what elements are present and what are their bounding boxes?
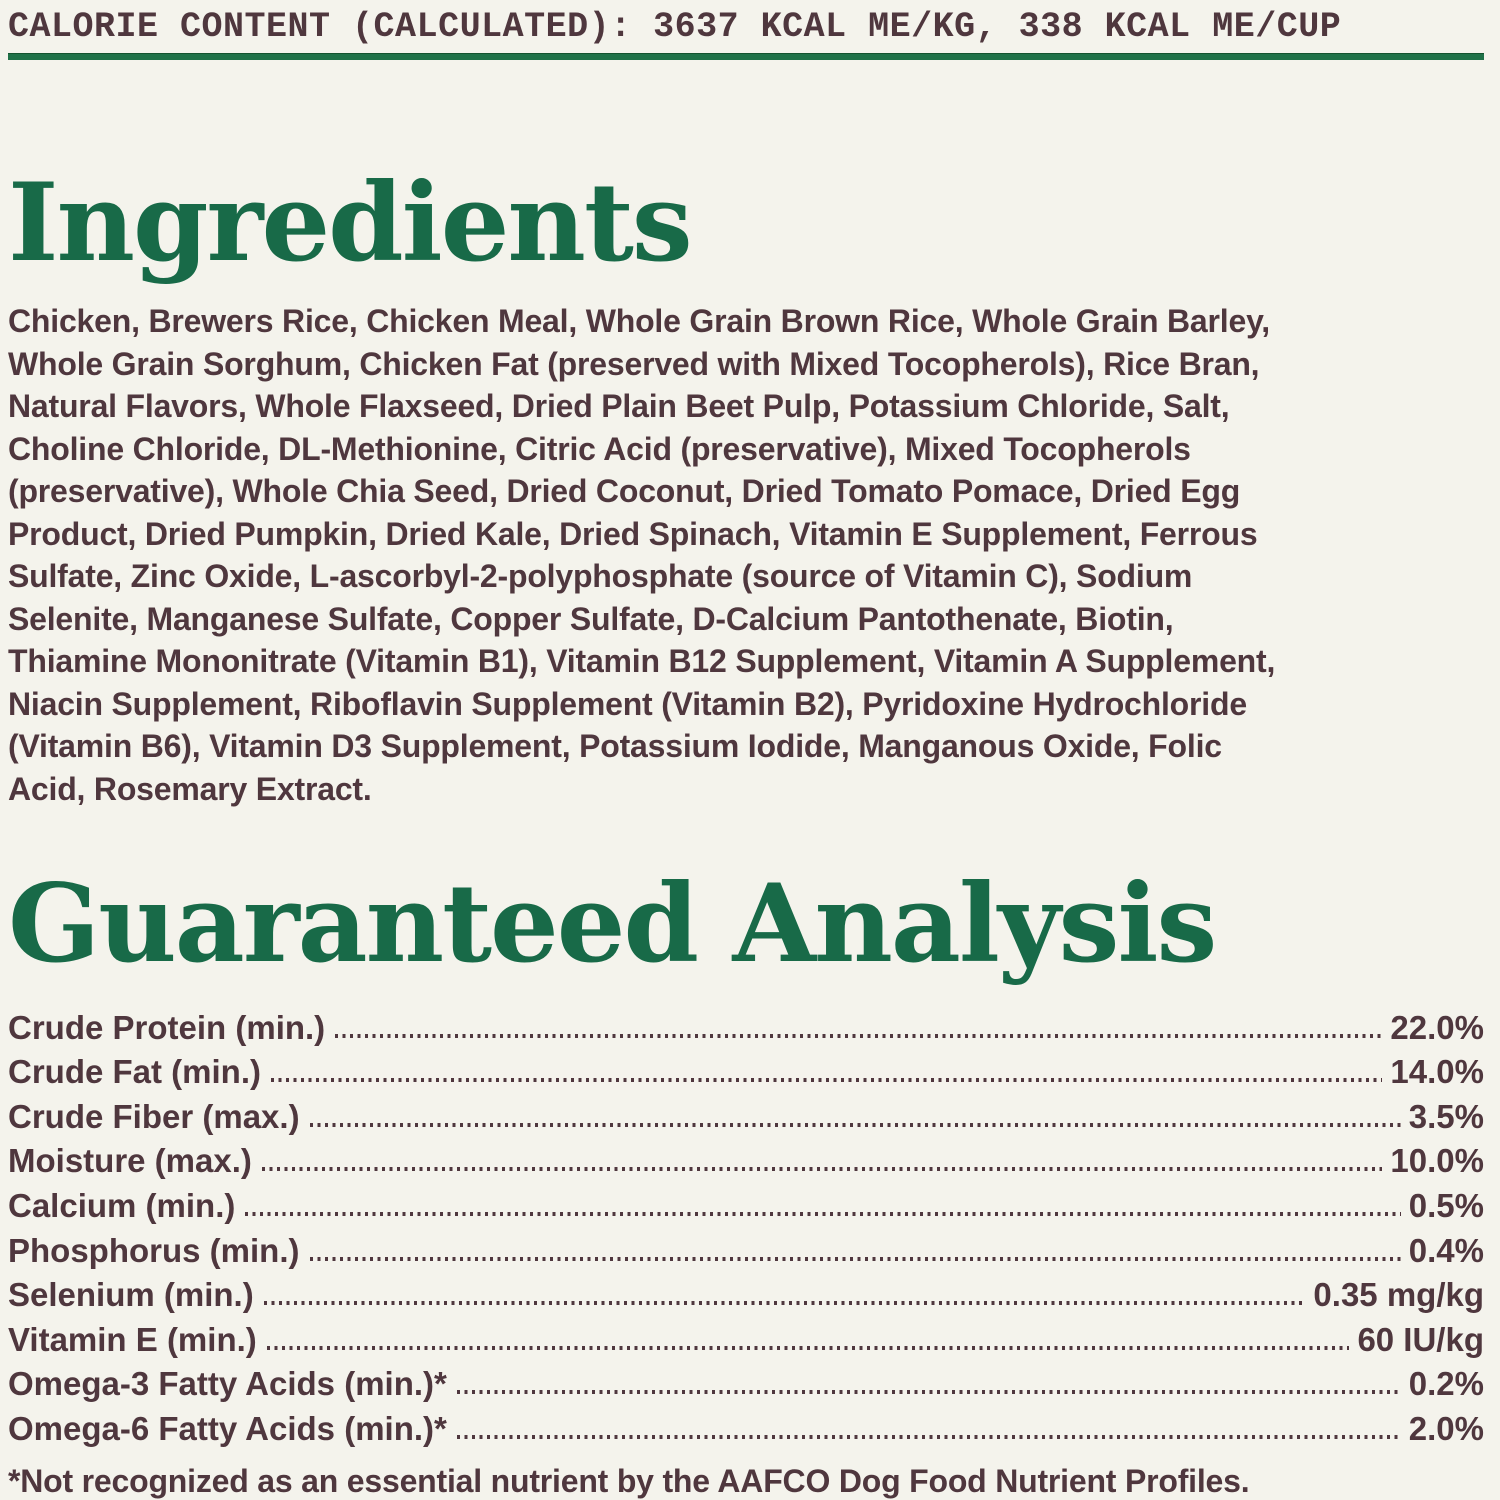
analysis-row-crude-fat: Crude Fat (min.) 14.0% <box>8 1048 1484 1093</box>
ingredients-heading: Ingredients <box>8 160 693 286</box>
aafco-footnote: *Not recognized as an essential nutrient… <box>8 1462 1250 1499</box>
analysis-value: 2.0% <box>1408 1409 1484 1447</box>
ingredients-line: Product, Dried Pumpkin, Dried Kale, Drie… <box>8 515 1258 552</box>
ingredients-line: (Vitamin B6), Vitamin D3 Supplement, Pot… <box>8 728 1222 764</box>
analysis-label: Calcium (min.) <box>8 1186 236 1224</box>
ingredients-line: Thiamine Mononitrate (Vitamin B1), Vitam… <box>8 643 1276 679</box>
analysis-row-omega-3: Omega-3 Fatty Acids (min.)* 0.2% <box>8 1360 1484 1405</box>
dot-leader <box>335 1033 1383 1038</box>
guaranteed-analysis-table: Crude Protein (min.) 22.0% Crude Fat (mi… <box>8 1003 1484 1449</box>
analysis-row-omega-6: Omega-6 Fatty Acids (min.)* 2.0% <box>8 1404 1484 1449</box>
analysis-label: Crude Protein (min.) <box>8 1008 326 1046</box>
ingredients-line: Whole Grain Sorghum, Chicken Fat (preser… <box>8 345 1260 382</box>
analysis-label: Phosphorus (min.) <box>8 1231 300 1269</box>
analysis-row-crude-protein: Crude Protein (min.) 22.0% <box>8 1003 1484 1048</box>
analysis-label: Selenium (min.) <box>8 1276 254 1314</box>
dot-leader <box>263 1301 1306 1306</box>
analysis-row-moisture: Moisture (max.) 10.0% <box>8 1137 1484 1182</box>
calorie-content-line: CALORIE CONTENT (CALCULATED): 3637 KCAL … <box>8 7 1342 47</box>
ingredients-line: Selenite, Manganese Sulfate, Copper Sulf… <box>8 600 1174 637</box>
ingredients-line: Chicken, Brewers Rice, Chicken Meal, Who… <box>8 303 1270 339</box>
analysis-value: 14.0% <box>1390 1053 1484 1091</box>
dot-leader <box>456 1390 1401 1395</box>
analysis-value: 60 IU/kg <box>1357 1320 1484 1358</box>
dot-leader <box>271 1078 1383 1083</box>
analysis-value: 3.5% <box>1408 1097 1484 1135</box>
ingredients-line: Choline Chloride, DL-Methionine, Citric … <box>8 430 1191 467</box>
analysis-value: 10.0% <box>1390 1142 1484 1180</box>
dot-leader <box>309 1122 1401 1127</box>
header-divider <box>8 53 1484 60</box>
ingredients-line: Natural Flavors, Whole Flaxseed, Dried P… <box>8 388 1230 424</box>
dot-leader <box>245 1211 1401 1216</box>
analysis-row-vitamin-e: Vitamin E (min.) 60 IU/kg <box>8 1315 1484 1360</box>
analysis-value: 22.0% <box>1390 1008 1484 1046</box>
ingredients-line: Niacin Supplement, Riboflavin Supplement… <box>8 685 1247 722</box>
analysis-label: Moisture (max.) <box>8 1142 252 1180</box>
dot-leader <box>261 1167 1383 1172</box>
dot-leader <box>456 1434 1401 1439</box>
ingredients-paragraph: Chicken, Brewers Rice, Chicken Meal, Who… <box>8 300 1484 810</box>
analysis-value: 0.2% <box>1408 1365 1484 1403</box>
ingredients-line: Acid, Rosemary Extract. <box>8 770 372 807</box>
analysis-label: Crude Fat (min.) <box>8 1053 261 1091</box>
analysis-row-calcium: Calcium (min.) 0.5% <box>8 1181 1484 1226</box>
dot-leader <box>309 1256 1401 1261</box>
analysis-row-crude-fiber: Crude Fiber (max.) 3.5% <box>8 1092 1484 1137</box>
analysis-label: Vitamin E (min.) <box>8 1320 257 1358</box>
analysis-label: Omega-6 Fatty Acids (min.)* <box>8 1409 447 1447</box>
analysis-label: Crude Fiber (max.) <box>8 1097 300 1135</box>
analysis-value: 0.4% <box>1408 1231 1484 1269</box>
analysis-value: 0.5% <box>1408 1186 1484 1224</box>
guaranteed-analysis-heading: Guaranteed Analysis <box>8 861 1217 987</box>
ingredients-line: Sulfate, Zinc Oxide, L-ascorbyl-2-polyph… <box>8 558 1193 594</box>
analysis-row-selenium: Selenium (min.) 0.35 mg/kg <box>8 1271 1484 1316</box>
analysis-value: 0.35 mg/kg <box>1313 1276 1484 1314</box>
ingredients-line: (preservative), Whole Chia Seed, Dried C… <box>8 473 1241 509</box>
analysis-row-phosphorus: Phosphorus (min.) 0.4% <box>8 1226 1484 1271</box>
analysis-label: Omega-3 Fatty Acids (min.)* <box>8 1365 447 1403</box>
dot-leader <box>266 1345 1350 1350</box>
